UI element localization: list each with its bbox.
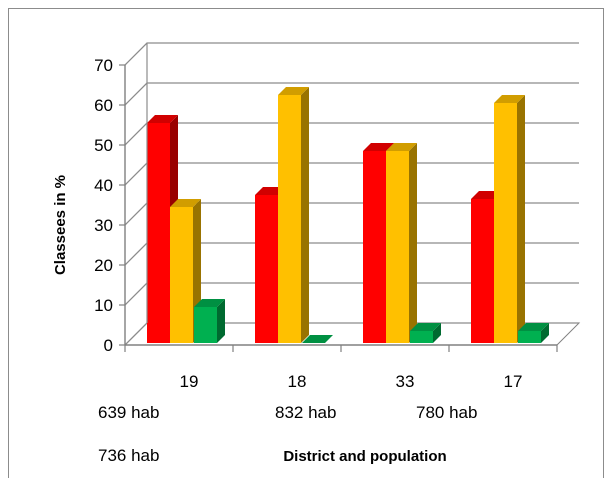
population-label: 832 hab [275,403,336,422]
bar-front [278,95,301,343]
population-labels: 639 hab 832 hab 780 hab 736 hab [98,403,477,465]
bar-top [494,95,525,103]
y-axis-title: Classees in % [52,175,69,275]
chart-bars [147,87,549,343]
bar-front [386,151,409,343]
bar-front [255,195,278,343]
bar-top [194,299,225,307]
y-tick-label: 10 [94,296,113,315]
y-tick-label: 30 [94,216,113,235]
bar-front [363,151,386,343]
bar [410,323,441,343]
bar-top [302,335,333,343]
x-category-label: 18 [288,372,307,391]
bar-top [147,115,178,123]
bar-front [194,307,217,343]
bar-front [410,331,433,343]
bar-top [278,87,309,95]
x-category-labels: 19 18 33 17 [180,372,523,391]
bar-top [170,199,201,207]
y-tick-label: 20 [94,256,113,275]
y-tick-label: 0 [104,336,113,355]
bar-top [386,143,417,151]
bar [386,143,417,343]
bar-front [518,331,541,343]
bar-front [494,103,517,343]
y-tick-label: 70 [94,56,113,75]
x-axis-title: District and population [283,448,446,465]
bar-side [433,323,441,343]
bar-top [518,323,549,331]
chart-axes [119,43,558,352]
bar-top [363,143,394,151]
bar-front [170,207,193,343]
bar [302,335,333,343]
y-tick-label: 50 [94,136,113,155]
x-category-label: 17 [504,372,523,391]
bar [518,323,549,343]
population-label: 780 hab [416,403,477,422]
bar-side [301,87,309,343]
population-label: 639 hab [98,403,159,422]
x-category-label: 33 [396,372,415,391]
bar-front [147,123,170,343]
bar-side [217,299,225,343]
bar-side [541,323,549,343]
bar [194,299,225,343]
bar-side [409,143,417,343]
population-label: 736 hab [98,446,159,465]
bar [278,87,309,343]
bar-top [410,323,441,331]
bar-front [471,199,494,343]
y-tick-labels: 0 10 20 30 40 50 60 70 [94,56,113,355]
x-category-label: 19 [180,372,199,391]
y-tick-label: 40 [94,176,113,195]
y-tick-label: 60 [94,96,113,115]
bar [494,95,525,343]
bar-side [517,95,525,343]
